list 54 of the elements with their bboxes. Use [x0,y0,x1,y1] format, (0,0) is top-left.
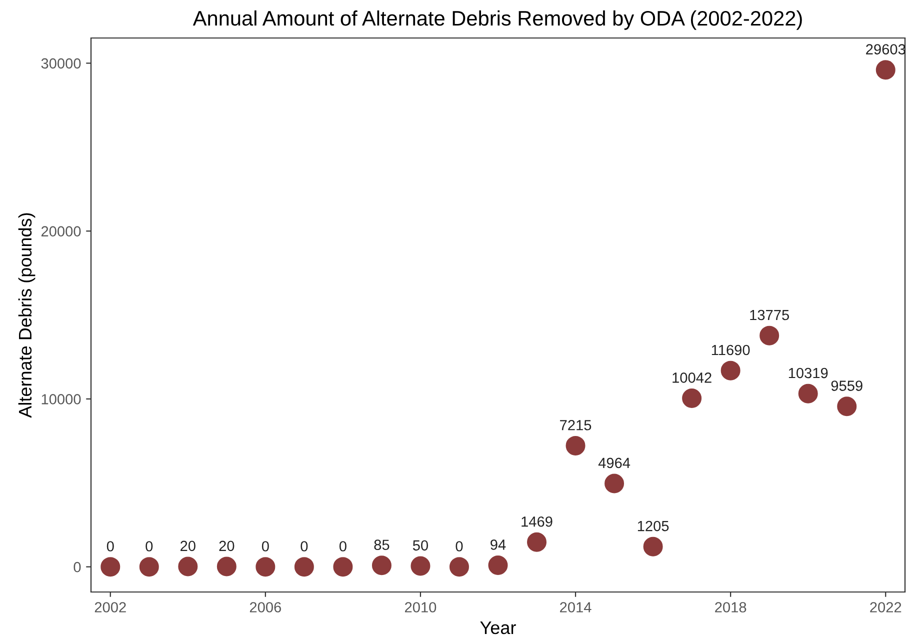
y-tick-label: 20000 [41,226,81,236]
data-label: 9559 [831,380,862,391]
y-tick-label: 30000 [41,58,81,69]
data-label: 10319 [788,368,828,378]
x-tick-label: 2010 [404,602,436,612]
data-label: 50 [412,540,428,551]
point [566,436,586,456]
data-label: 0 [146,541,153,552]
data-label: 94 [490,540,506,550]
chart-title: Annual Amount of Alternate Debris Removed by ODA (2002-2022) [192,10,802,30]
y-tick-label: 10000 [42,394,81,404]
x-tick-label: 2002 [94,602,126,612]
x-axis-title: Year [480,622,516,634]
point [760,326,780,346]
point [876,60,896,80]
data-label: 0 [456,541,463,552]
point [604,474,624,494]
data-label: 85 [374,540,390,550]
point [488,555,508,575]
data-label: 0 [106,541,114,552]
point [139,557,159,577]
point [837,396,857,416]
data-label: 1205 [638,520,669,532]
x-tick-label: 2006 [250,602,282,612]
data-label: 20 [219,540,234,552]
point [333,557,353,577]
point [216,556,236,576]
x-tick-label: 2014 [560,602,592,612]
data-label: 4964 [598,458,630,468]
point [720,360,740,380]
point [100,557,120,577]
data-label: 20 [180,540,196,552]
data-label: 13775 [750,310,789,320]
data-label: 7215 [560,420,592,430]
x-tick-label: 2022 [870,602,902,612]
data-label: 11690 [712,344,750,356]
point [178,556,198,576]
x-tick-label: 2018 [715,602,746,612]
data-label: 1469 [522,516,552,527]
point [372,556,392,576]
point [527,532,547,552]
point [256,557,276,577]
data-label: 10042 [672,372,712,383]
point [798,384,818,404]
y-axis-title: Alternate Debris (pounds) [18,213,36,418]
point [449,557,469,577]
point [410,556,430,576]
data-label: 0 [300,541,308,552]
y-tick-label: 0 [74,562,81,572]
data-label: 0 [262,541,269,552]
point [294,557,314,577]
point [682,388,702,408]
data-label: 0 [339,541,346,552]
point [643,536,663,556]
